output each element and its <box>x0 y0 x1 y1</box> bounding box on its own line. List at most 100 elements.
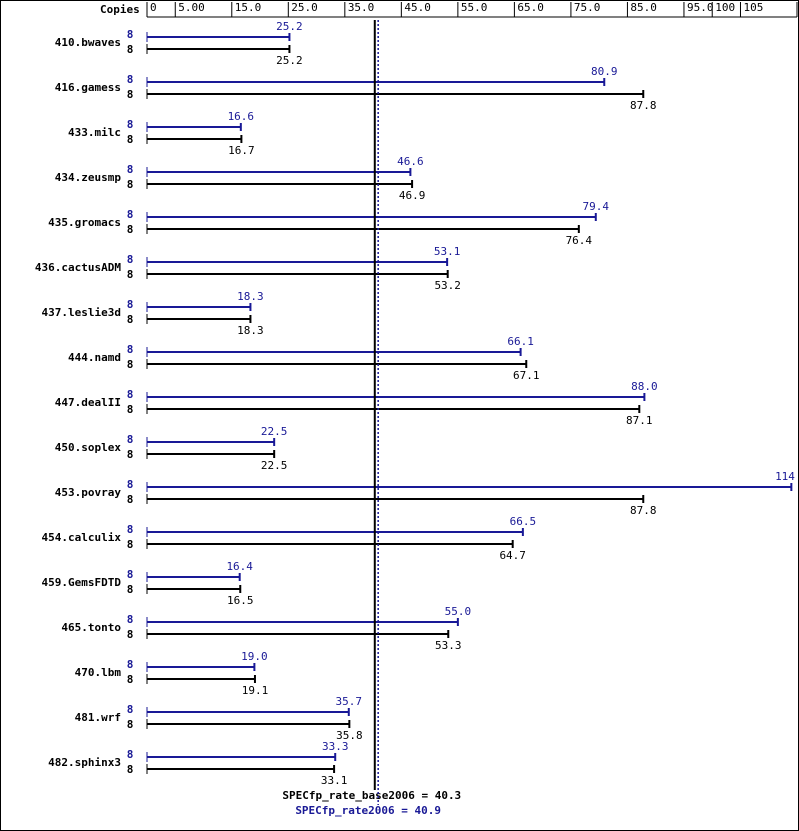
x-tick-label: 35.0 <box>348 1 375 14</box>
copies: 8 <box>127 388 134 401</box>
copies: 8 <box>127 343 134 356</box>
copies: 8 <box>127 298 134 311</box>
benchmark-label: 465.tonto <box>61 621 121 634</box>
x-tick-label: 85.0 <box>630 1 657 14</box>
value-label: 76.4 <box>566 234 593 247</box>
benchmark-label: 447.dealII <box>55 396 121 409</box>
value-label: 53.1 <box>434 245 461 258</box>
value-label: 16.6 <box>228 110 255 123</box>
value-label: 46.6 <box>397 155 424 168</box>
value-label: 80.9 <box>591 65 618 78</box>
benchmark-label: 454.calculix <box>42 531 122 544</box>
x-tick-label: 5.00 <box>178 1 205 14</box>
x-tick-label: 15.0 <box>235 1 261 14</box>
copies: 8 <box>127 163 134 176</box>
value-label: 16.7 <box>228 144 255 157</box>
value-label: 87.8 <box>630 99 657 112</box>
copies: 8 <box>127 448 134 461</box>
copies: 8 <box>127 223 134 236</box>
value-label: 46.9 <box>399 189 426 202</box>
benchmark-label: 434.zeusmp <box>55 171 122 184</box>
value-label: 25.2 <box>276 54 303 67</box>
copies: 8 <box>127 208 134 221</box>
value-label: 19.0 <box>241 650 268 663</box>
value-label: 87.1 <box>626 414 653 427</box>
benchmark-label: 459.GemsFDTD <box>42 576 122 589</box>
benchmark-label: 453.povray <box>55 486 122 499</box>
copies: 8 <box>127 748 134 761</box>
value-label: 55.0 <box>445 605 472 618</box>
copies: 8 <box>127 583 134 596</box>
copies: 8 <box>127 718 134 731</box>
value-label: 87.8 <box>630 504 657 517</box>
value-label: 35.7 <box>336 695 363 708</box>
benchmark-label: 436.cactusADM <box>35 261 121 274</box>
value-label: 114 <box>775 470 795 483</box>
value-label: 18.3 <box>237 290 264 303</box>
copies: 8 <box>127 538 134 551</box>
value-label: 18.3 <box>237 324 264 337</box>
copies: 8 <box>127 628 134 641</box>
value-label: 33.3 <box>322 740 349 753</box>
x-tick-label: 0 <box>150 1 157 14</box>
value-label: 66.5 <box>510 515 537 528</box>
reference-label: SPECfp_rate2006 = 40.9 <box>295 804 441 817</box>
copies: 8 <box>127 28 134 41</box>
copies: 8 <box>127 178 134 191</box>
value-label: 67.1 <box>513 369 540 382</box>
value-label: 19.1 <box>242 684 269 697</box>
copies: 8 <box>127 358 134 371</box>
benchmark-label: 437.leslie3d <box>42 306 121 319</box>
copies: 8 <box>127 613 134 626</box>
value-label: 35.8 <box>336 729 363 742</box>
x-tick-label: 75.0 <box>574 1 601 14</box>
benchmark-label: 450.soplex <box>55 441 122 454</box>
x-tick-label: 45.0 <box>404 1 431 14</box>
copies: 8 <box>127 133 134 146</box>
benchmark-label: 481.wrf <box>75 711 121 724</box>
value-label: 16.4 <box>226 560 253 573</box>
value-label: 64.7 <box>499 549 526 562</box>
benchmark-label: 482.sphinx3 <box>48 756 121 769</box>
copies: 8 <box>127 118 134 131</box>
value-label: 88.0 <box>631 380 658 393</box>
copies: 8 <box>127 268 134 281</box>
value-label: 33.1 <box>321 774 348 787</box>
copies: 8 <box>127 478 134 491</box>
copies: 8 <box>127 313 134 326</box>
benchmark-label: 444.namd <box>68 351 121 364</box>
copies: 8 <box>127 523 134 536</box>
x-tick-label: 100 <box>715 1 735 14</box>
copies: 8 <box>127 658 134 671</box>
benchmark-label: 416.gamess <box>55 81 121 94</box>
copies: 8 <box>127 88 134 101</box>
value-label: 66.1 <box>507 335 534 348</box>
x-tick-label: 55.0 <box>461 1 488 14</box>
copies: 8 <box>127 43 134 56</box>
copies: 8 <box>127 433 134 446</box>
reference-label: SPECfp_rate_base2006 = 40.3 <box>282 789 461 802</box>
copies: 8 <box>127 568 134 581</box>
benchmark-label: 470.lbm <box>75 666 122 679</box>
x-tick-label: 95.0 <box>687 1 714 14</box>
copies: 8 <box>127 703 134 716</box>
x-tick-label: 25.0 <box>291 1 318 14</box>
value-label: 22.5 <box>261 459 288 472</box>
benchmark-label: 435.gromacs <box>48 216 121 229</box>
copies: 8 <box>127 253 134 266</box>
value-label: 53.2 <box>434 279 461 292</box>
copies: 8 <box>127 763 134 776</box>
copies: 8 <box>127 73 134 86</box>
copies-header: Copies <box>100 3 140 16</box>
benchmark-label: 433.milc <box>68 126 121 139</box>
value-label: 22.5 <box>261 425 288 438</box>
benchmark-label: 410.bwaves <box>55 36 121 49</box>
x-tick-label: 105 <box>743 1 763 14</box>
copies: 8 <box>127 403 134 416</box>
value-label: 53.3 <box>435 639 462 652</box>
value-label: 25.2 <box>276 20 303 33</box>
copies: 8 <box>127 673 134 686</box>
value-label: 16.5 <box>227 594 254 607</box>
